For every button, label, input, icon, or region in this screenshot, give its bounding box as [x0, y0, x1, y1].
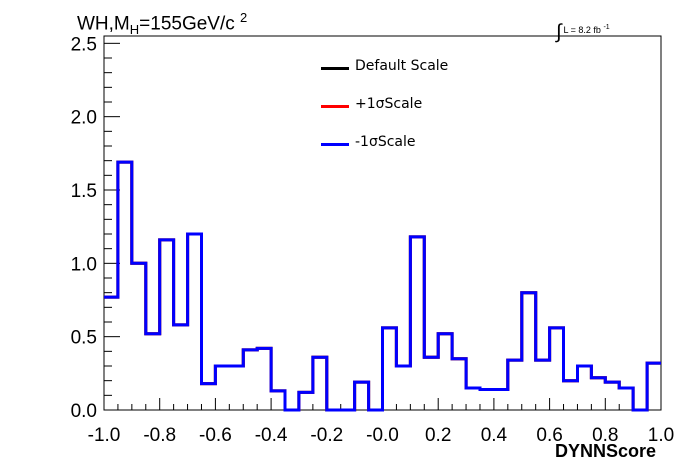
- title-main: WH,M: [77, 13, 130, 35]
- luminosity-text: L = 8.2 fb: [563, 25, 601, 35]
- legend-item-plus-sigma: +1σScale: [318, 96, 518, 134]
- y-tick-label: 1.0: [71, 254, 97, 275]
- y-tick-label: 0.5: [71, 328, 97, 349]
- title-superscript: 2: [240, 10, 248, 25]
- title-rest: =155GeV/c: [139, 13, 235, 35]
- x-tick-label: 1.0: [648, 425, 674, 446]
- x-tick-label: 0.6: [536, 425, 562, 446]
- x-tick-label: -0.8: [143, 425, 176, 446]
- legend-line-plus-sigma: [321, 105, 349, 108]
- luminosity-label: ∫ L = 8.2 fb -1: [556, 16, 610, 43]
- x-axis-label: DYNNScore: [554, 441, 656, 461]
- luminosity-superscript: -1: [603, 24, 610, 31]
- histogram-series: [104, 160, 661, 412]
- legend-label-minus-sigma: -1σScale: [355, 134, 416, 150]
- legend-item-minus-sigma: -1σScale: [318, 134, 518, 172]
- x-tick-label: 0.2: [425, 425, 451, 446]
- y-axis-ticks: 0.0 0.5 1.0 1.5 2.0 2.5: [71, 34, 120, 422]
- y-tick-label: 2.5: [71, 34, 97, 55]
- legend-line-default: [321, 67, 349, 70]
- series-2-histogram: [104, 160, 661, 412]
- y-tick-label: 2.0: [71, 108, 97, 129]
- x-tick-label: -0.0: [366, 425, 399, 446]
- legend-label-default: Default Scale: [355, 58, 449, 74]
- legend-item-default: Default Scale: [318, 58, 518, 96]
- legend-label-plus-sigma: +1σScale: [355, 96, 423, 112]
- y-tick-label: 0.0: [71, 401, 97, 422]
- x-tick-label: 0.8: [592, 425, 618, 446]
- x-tick-label: -0.2: [310, 425, 343, 446]
- legend-line-minus-sigma: [321, 143, 349, 146]
- integral-symbol: ∫: [556, 21, 562, 43]
- x-tick-label: 0.4: [481, 425, 508, 446]
- x-tick-label: -1.0: [88, 425, 121, 446]
- x-axis-ticks: -1.0 -0.8 -0.6 -0.4 -0.2 -0.0 0.2 0.4 0.6 0.8 1.0: [88, 398, 674, 446]
- legend: Default Scale +1σScale -1σScale: [318, 58, 518, 172]
- x-tick-label: -0.6: [199, 425, 232, 446]
- x-tick-label: -0.4: [255, 425, 288, 446]
- chart-title: WH,MH=155GeV/c 2: [77, 10, 247, 37]
- title-subscript: H: [129, 22, 140, 38]
- y-tick-label: 1.5: [71, 181, 97, 202]
